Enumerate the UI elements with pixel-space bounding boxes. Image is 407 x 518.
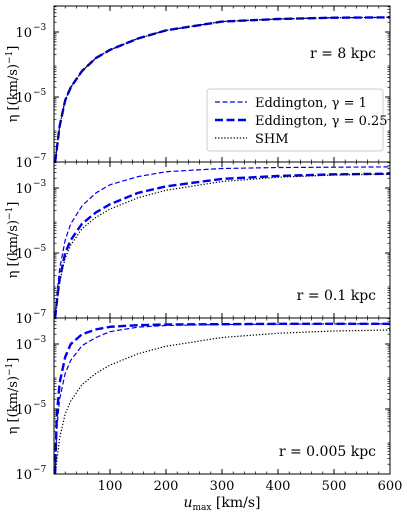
y-tick-exponent: −3	[33, 179, 47, 189]
y-tick-label: 10	[15, 312, 32, 327]
y-tick-label: 10	[15, 468, 32, 483]
panel-label: r = 0.005 kpc	[279, 444, 376, 460]
y-tick-exponent: −5	[33, 400, 47, 410]
panel-label: r = 8 kpc	[310, 46, 376, 62]
series-line-thick-dashed	[54, 322, 390, 474]
y-tick-exponent: −3	[33, 23, 47, 33]
series-line-dotted	[54, 329, 390, 474]
legend: Eddington, γ = 1 Eddington, γ = 0.25 SHM	[206, 88, 388, 152]
y-tick-exponent: −3	[33, 335, 47, 345]
y-tick-label: 10	[15, 91, 32, 106]
x-tick-label: 600	[378, 479, 403, 494]
legend-label: Eddington, γ = 1	[255, 96, 367, 111]
y-tick-label: 10	[15, 182, 32, 197]
y-tick-label: 10	[15, 247, 32, 262]
x-tick-label: 400	[266, 479, 291, 494]
x-tick-label: 300	[210, 479, 235, 494]
y-tick-exponent: −7	[33, 153, 47, 163]
series-line-dotted	[54, 16, 390, 162]
x-tick-label: 100	[98, 479, 123, 494]
series-line-thin-dashed	[54, 166, 390, 318]
series-line-dotted	[54, 173, 390, 318]
y-axis-label: η [(km/s)−1]	[5, 358, 21, 435]
x-tick-label: 200	[154, 479, 179, 494]
y-tick-exponent: −7	[33, 465, 47, 475]
x-axis-label: umax [km/s]	[183, 495, 260, 513]
legend-box	[206, 88, 384, 152]
legend-label: SHM	[255, 132, 289, 147]
y-axis-label: η [(km/s)−1]	[5, 202, 21, 279]
y-tick-label: 10	[15, 338, 32, 353]
y-tick-exponent: −5	[33, 244, 47, 254]
y-tick-exponent: −5	[33, 88, 47, 98]
y-tick-exponent: −7	[33, 309, 47, 319]
legend-label: Eddington, γ = 0.25	[255, 114, 388, 129]
y-tick-label: 10	[15, 26, 32, 41]
y-axis-label: η [(km/s)−1]	[5, 46, 21, 123]
x-tick-label: 500	[322, 479, 347, 494]
y-tick-label: 10	[15, 156, 32, 171]
panel-label: r = 0.1 kpc	[297, 288, 376, 304]
y-tick-label: 10	[15, 403, 32, 418]
